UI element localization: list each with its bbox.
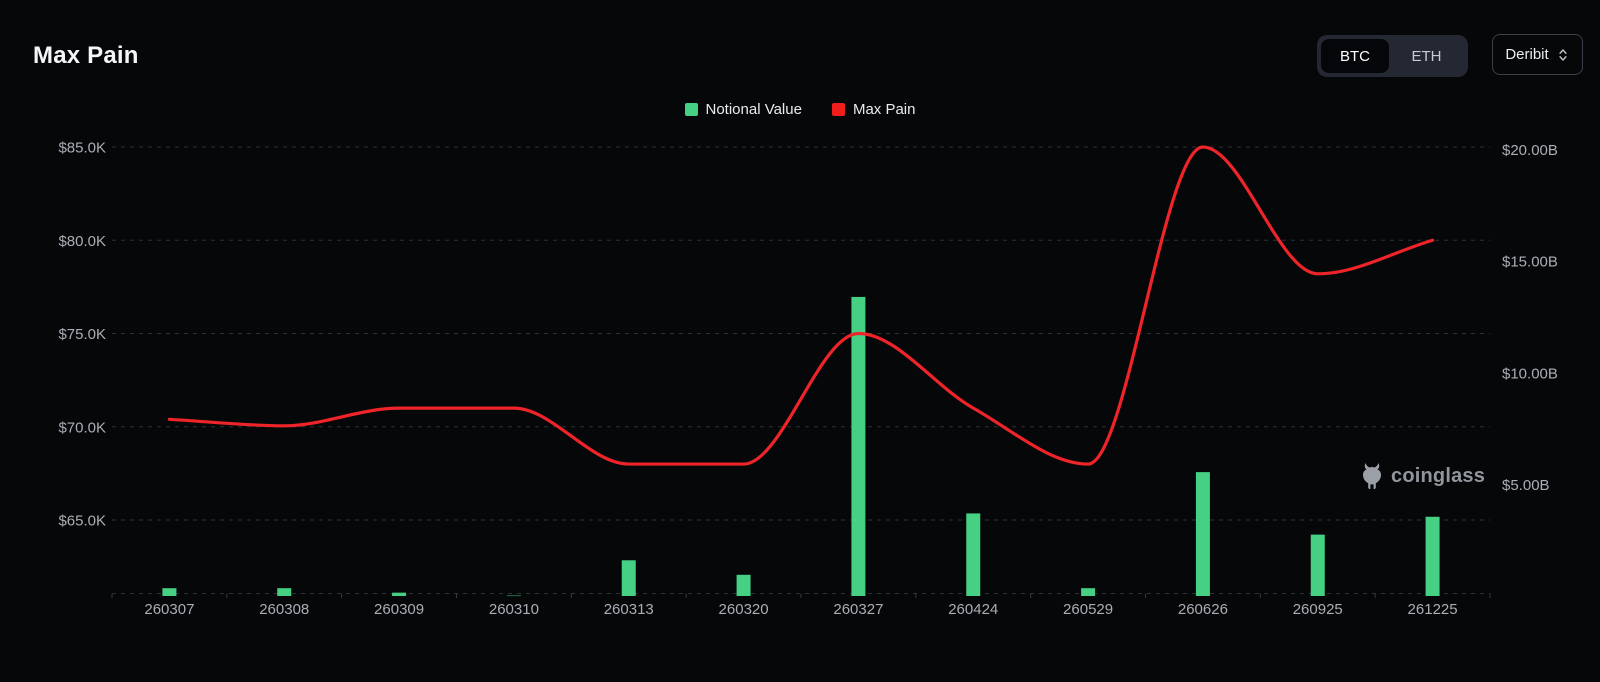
notional-bar xyxy=(1081,588,1096,596)
notional-bar xyxy=(162,588,177,596)
notional-bar xyxy=(277,588,292,596)
page-title: Max Pain xyxy=(33,42,139,69)
asset-toggle: BTC ETH xyxy=(1317,35,1468,77)
x-axis-label: 260925 xyxy=(1293,601,1343,618)
y-axis-label-right: $15.00B xyxy=(1502,254,1558,271)
notional-value-bars xyxy=(162,296,1440,597)
x-axis-label: 260529 xyxy=(1063,601,1113,618)
y-axis-label-left: $85.0K xyxy=(58,140,106,157)
y-axis-label-right: $10.00B xyxy=(1502,365,1558,382)
coinglass-watermark-text: coinglass xyxy=(1391,464,1486,487)
x-axis-label: 260424 xyxy=(948,601,998,618)
gridlines xyxy=(111,146,1491,598)
y-axis-label-right: $5.00B xyxy=(1502,477,1550,494)
x-axis-label: 260310 xyxy=(489,601,539,618)
coinglass-logo-icon xyxy=(1363,463,1381,489)
notional-bar xyxy=(966,513,981,596)
y-axis-label-right: $20.00B xyxy=(1502,142,1558,159)
toggle-eth-button[interactable]: ETH xyxy=(1389,39,1464,73)
x-axis-label: 260307 xyxy=(144,601,194,618)
y-axis-label-left: $75.0K xyxy=(58,326,106,343)
x-axis-label: 260309 xyxy=(374,601,424,618)
axis-labels: $85.0K $80.0K $75.0K $70.0K $65.0K $20.00B $15… xyxy=(58,140,1557,619)
legend-label: Max Pain xyxy=(852,101,916,118)
x-axis-label: 260320 xyxy=(719,601,769,618)
legend-item-notional-value[interactable]: Notional Value xyxy=(684,101,802,118)
notional-bar xyxy=(736,574,751,596)
coinglass-watermark: coinglass xyxy=(1360,462,1485,490)
x-axis-label: 260626 xyxy=(1178,601,1228,618)
max-pain-swatch-icon xyxy=(831,103,845,116)
legend-label: Notional Value xyxy=(705,101,802,118)
y-axis-label-left: $70.0K xyxy=(58,419,106,436)
notional-bar xyxy=(621,560,636,596)
notional-bar xyxy=(851,296,866,596)
chart-legend: Notional Value Max Pain xyxy=(0,101,1600,118)
x-axis-label: 260308 xyxy=(259,601,309,618)
exchange-select[interactable]: Deribit xyxy=(1492,34,1583,75)
notional-value-swatch-icon xyxy=(684,103,698,116)
legend-item-max-pain[interactable]: Max Pain xyxy=(831,101,916,118)
toggle-btc-button[interactable]: BTC xyxy=(1321,39,1389,73)
notional-bar xyxy=(1195,472,1210,596)
x-axis-label: 260327 xyxy=(833,601,883,618)
notional-bar xyxy=(506,595,521,597)
exchange-select-value: Deribit xyxy=(1505,46,1549,63)
y-axis-label-left: $80.0K xyxy=(58,233,106,250)
notional-bar xyxy=(1310,534,1325,596)
notional-bar xyxy=(392,592,407,596)
y-axis-label-left: $65.0K xyxy=(58,513,106,530)
max-pain-line xyxy=(167,145,1435,466)
notional-bar xyxy=(1425,516,1440,596)
updown-chevron-icon xyxy=(1558,48,1567,61)
x-axis-label: 261225 xyxy=(1408,601,1458,618)
x-axis-label: 260313 xyxy=(604,601,654,618)
